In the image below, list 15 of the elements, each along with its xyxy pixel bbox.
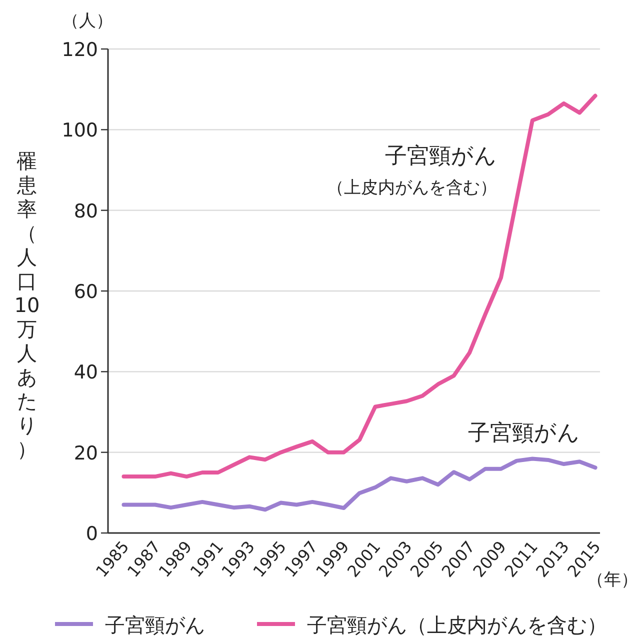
annotation: （上皮内がんを含む） — [327, 178, 497, 198]
y-axis-title: 罹患率（人口10万人あたり） — [14, 149, 40, 461]
annotation: （人） — [62, 11, 113, 31]
y-tick-label: 20 — [74, 442, 98, 464]
y-tick-label: 60 — [74, 281, 98, 303]
annotation: 子宮頸がん — [385, 144, 497, 169]
annotation: 子宮頸がん — [468, 421, 580, 446]
x-axis-title: （年） — [587, 570, 638, 590]
y-tick-label: 0 — [86, 523, 98, 545]
y-tick-label: 120 — [62, 39, 98, 61]
legend-label: 子宮頸がん — [105, 613, 205, 637]
y-tick-label: 100 — [62, 120, 98, 142]
y-tick-label: 80 — [74, 200, 98, 222]
y-tick-label: 40 — [74, 362, 98, 384]
legend-label: 子宮頸がん（上皮内がんを含む） — [307, 613, 607, 637]
